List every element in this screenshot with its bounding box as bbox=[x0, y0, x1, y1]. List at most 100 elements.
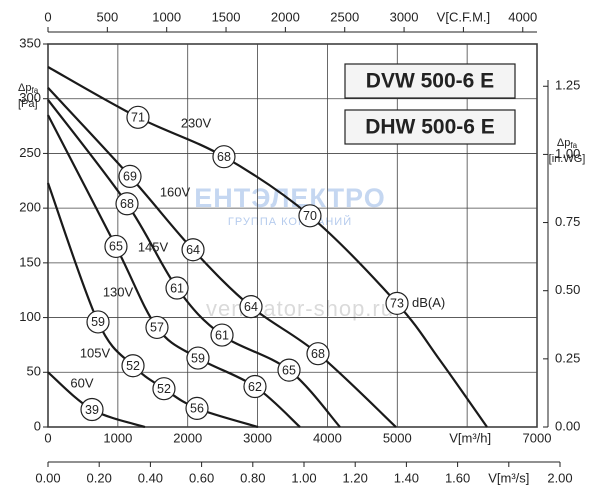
db-label: 69 bbox=[123, 170, 137, 184]
y-tick-label: 200 bbox=[19, 200, 41, 215]
db-marker bbox=[86, 310, 110, 334]
series-name: 60V bbox=[70, 375, 93, 390]
x3-tick-label: 0.00 bbox=[35, 470, 60, 485]
series-name: 145V bbox=[138, 239, 169, 254]
y-tick-label: 0 bbox=[34, 418, 41, 433]
x2-tick-label: 500 bbox=[96, 9, 118, 24]
y-tick-label: 150 bbox=[19, 254, 41, 269]
db-label: 59 bbox=[191, 351, 205, 365]
db-label: 65 bbox=[109, 240, 123, 254]
db-label: 68 bbox=[217, 150, 231, 164]
db-unit: dB(A) bbox=[412, 295, 445, 310]
db-marker bbox=[126, 105, 150, 129]
db-marker bbox=[118, 164, 142, 189]
model-name: DVW 500-6 E bbox=[366, 70, 494, 93]
db-marker bbox=[80, 397, 104, 422]
db-marker bbox=[121, 354, 145, 378]
x3-tick-label: 1.60 bbox=[445, 470, 470, 485]
x2-tick-label: 3000 bbox=[390, 9, 419, 24]
db-label: 65 bbox=[282, 363, 296, 377]
db-marker bbox=[298, 204, 322, 228]
db-marker bbox=[181, 238, 205, 262]
db-marker bbox=[239, 295, 263, 319]
y-tick-label: 50 bbox=[27, 364, 41, 379]
series-name: 130V bbox=[103, 284, 134, 299]
x3-tick-label: 0.60 bbox=[189, 470, 214, 485]
series-name: 230V bbox=[181, 115, 212, 130]
x2-tick-label: 1500 bbox=[212, 9, 241, 24]
axis-label-sub: fa bbox=[31, 86, 38, 95]
x-tick-label: V[m³/h] bbox=[449, 430, 491, 445]
watermark: ЕНТЭЛЕКТРО bbox=[194, 183, 385, 213]
db-label: 68 bbox=[311, 347, 325, 361]
db-marker bbox=[212, 145, 236, 169]
y2-tick-label: 0.50 bbox=[555, 282, 580, 297]
series-name: 160V bbox=[160, 184, 191, 199]
y2-tick-label: 0.00 bbox=[555, 418, 580, 433]
db-marker bbox=[243, 374, 267, 399]
x3-tick-label: 1.00 bbox=[291, 470, 316, 485]
x-tick-label: 3000 bbox=[243, 430, 272, 445]
db-label: 57 bbox=[150, 321, 164, 335]
db-label: 71 bbox=[131, 111, 145, 125]
y-tick-label: 250 bbox=[19, 145, 41, 160]
watermark: ventilator-shop.ru bbox=[206, 296, 394, 321]
axis-label-sub: fa bbox=[570, 141, 577, 150]
fan-curve bbox=[47, 87, 397, 428]
model-name: DHW 500-6 E bbox=[365, 116, 495, 139]
series-name: 105V bbox=[80, 345, 111, 360]
y-tick-label: 350 bbox=[19, 35, 41, 50]
db-marker bbox=[152, 377, 176, 401]
y2-tick-label: 0.75 bbox=[555, 214, 580, 229]
db-label: 61 bbox=[170, 281, 184, 295]
db-marker bbox=[385, 291, 409, 315]
y2-tick-label: 1.00 bbox=[555, 146, 580, 161]
x2-tick-label: 2500 bbox=[330, 9, 359, 24]
x3-tick-label: 1.40 bbox=[394, 470, 419, 485]
db-marker bbox=[104, 234, 128, 259]
x-tick-label: 1000 bbox=[103, 430, 132, 445]
db-marker bbox=[185, 396, 209, 420]
db-marker bbox=[277, 358, 301, 382]
x2-tick-label: 2000 bbox=[271, 9, 300, 24]
y-tick-label: 300 bbox=[19, 90, 41, 105]
db-label: 68 bbox=[120, 197, 134, 211]
x3-tick-label: V[m³/s] bbox=[488, 470, 529, 485]
db-label: 61 bbox=[215, 328, 229, 342]
db-label: 64 bbox=[186, 243, 200, 257]
db-marker bbox=[186, 346, 210, 370]
x3-tick-label: 1.20 bbox=[343, 470, 368, 485]
x-tick-label: 5000 bbox=[383, 430, 412, 445]
axis-label-main: Δp bbox=[557, 137, 570, 149]
db-label: 64 bbox=[244, 300, 258, 314]
x2-tick-label: 0 bbox=[44, 9, 51, 24]
y2-tick-label: 0.25 bbox=[555, 350, 580, 365]
x-tick-label: 2000 bbox=[173, 430, 202, 445]
y2-tick-label: 1.25 bbox=[555, 78, 580, 93]
x3-tick-label: 0.20 bbox=[87, 470, 112, 485]
db-label: 73 bbox=[390, 297, 404, 311]
x2-tick-label: 1000 bbox=[152, 9, 181, 24]
axis-label-main: Δp bbox=[18, 82, 31, 94]
x2-tick-label: V[C.F.M.] bbox=[437, 9, 490, 24]
db-label: 62 bbox=[248, 380, 262, 394]
db-marker bbox=[145, 315, 169, 340]
model-box bbox=[344, 109, 516, 145]
db-label: 56 bbox=[190, 402, 204, 416]
db-marker bbox=[165, 276, 189, 300]
db-marker bbox=[115, 192, 139, 216]
x-tick-label: 4000 bbox=[313, 430, 342, 445]
x-tick-label: 0 bbox=[44, 430, 51, 445]
axis-label-unit: [Pa] bbox=[18, 98, 38, 110]
db-label: 52 bbox=[157, 382, 171, 396]
x3-tick-label: 2.00 bbox=[547, 470, 572, 485]
x2-tick-label: 4000 bbox=[508, 9, 537, 24]
axis-label: Δpfa bbox=[557, 137, 578, 150]
model-box bbox=[344, 63, 516, 99]
db-marker bbox=[306, 342, 330, 366]
db-label: 39 bbox=[85, 403, 99, 417]
db-marker bbox=[210, 323, 234, 347]
db-label: 59 bbox=[91, 315, 105, 329]
